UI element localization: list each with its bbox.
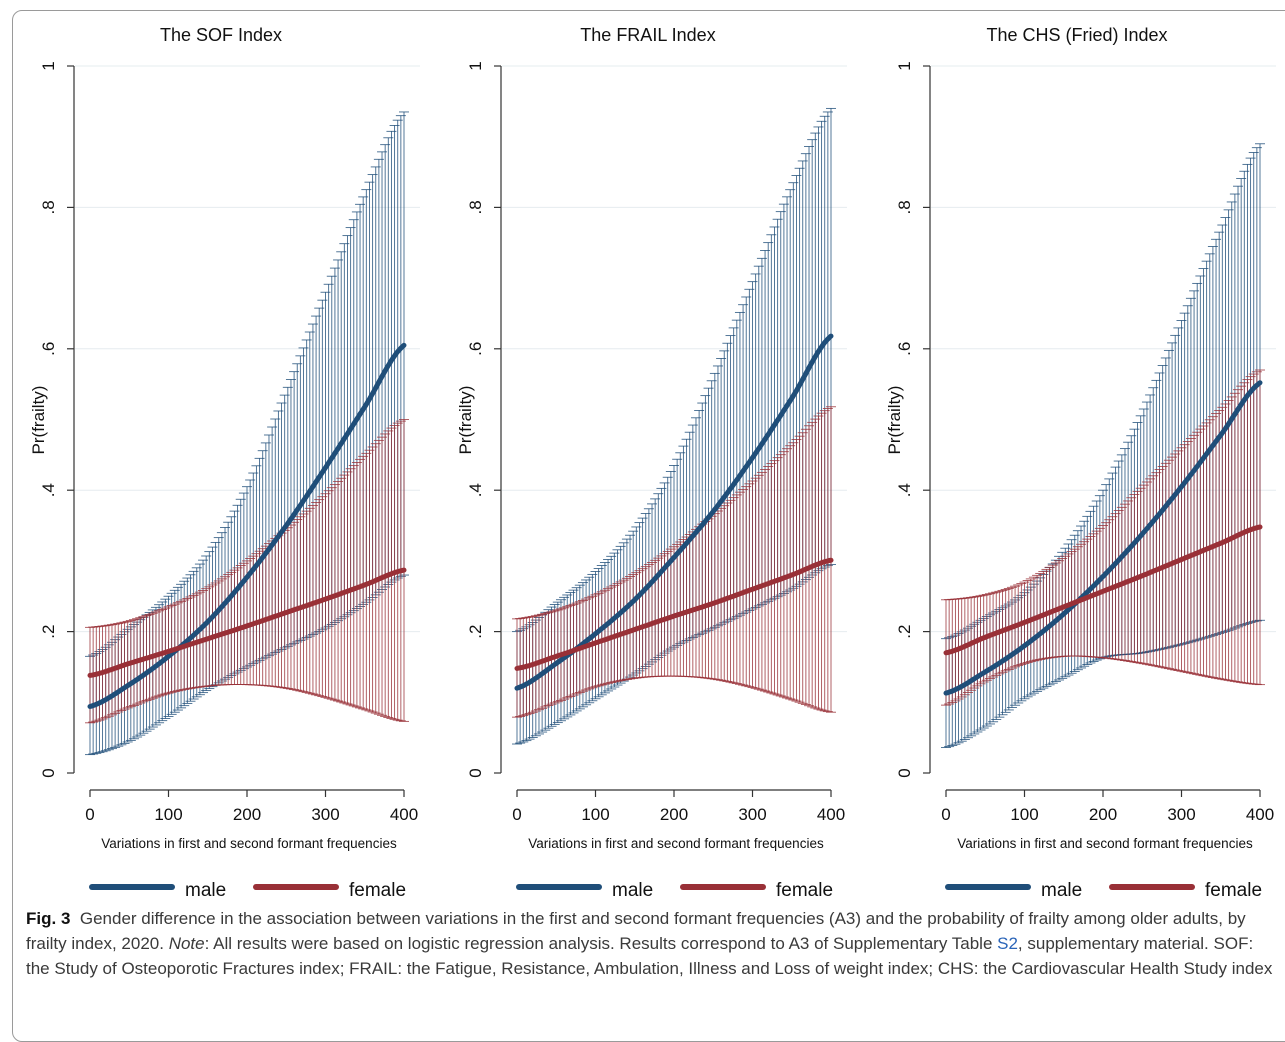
y-tick-label: 0 [466,768,485,777]
y-tick-label: 0 [895,768,914,777]
chart-title: The SOF Index [160,25,282,45]
y-tick-label: .6 [466,342,485,356]
caption-note-label: Note [168,934,205,953]
x-tick-label: 100 [1010,805,1038,824]
y-tick-label: 0 [39,768,58,777]
x-tick-label: 300 [738,805,766,824]
x-tick-label: 200 [233,805,261,824]
y-tick-label: 1 [39,61,58,70]
y-axis-label: Pr(frailty) [29,386,48,455]
legend-label-female: female [776,880,833,901]
y-tick-label: .2 [895,625,914,639]
y-tick-label: .6 [39,342,58,356]
figure-caption: Fig. 3 Gender difference in the associat… [26,906,1276,981]
series-line-female [943,524,1263,656]
x-axis-label: Variations in first and second formant f… [957,836,1253,851]
x-tick-label: 200 [660,805,688,824]
chart-panel-1: The SOF Index 0 .2 .4 .6 .8 1 Pr(frailty) 0 100 20… [29,25,420,901]
series-line-male [943,380,1263,696]
x-tick-label: 0 [512,805,521,824]
series-line-male [87,342,407,709]
ci-band-female [941,369,1265,706]
caption-text-1: Gender difference in the association bet… [26,909,1246,953]
ci-band-female [512,406,836,718]
x-tick-label: 0 [85,805,94,824]
x-tick-label: 300 [311,805,339,824]
series-line-female [514,557,834,671]
legend-label-female: female [1205,880,1262,901]
caption-text-2: : All results were based on logistic reg… [204,934,998,953]
chart-panel-3: The CHS (Fried) Index 0 .2 .4 .6 .8 1 Pr(frailt… [885,25,1276,901]
x-tick-label: 100 [581,805,609,824]
legend-label-male: male [185,880,226,901]
series-line-female [87,567,407,678]
y-tick-label: .4 [895,483,914,497]
y-tick-label: .8 [39,200,58,214]
y-tick-label: .8 [895,200,914,214]
y-axis-label: Pr(frailty) [885,386,904,455]
chart-panel-2: The FRAIL Index 0 .2 .4 .6 .8 1 Pr(frailty) 0 100… [456,25,847,901]
supplementary-table-link[interactable]: S2 [997,934,1018,953]
y-tick-label: .4 [39,483,58,497]
x-axis-label: Variations in first and second formant f… [101,836,397,851]
x-tick-label: 200 [1089,805,1117,824]
y-tick-label: .4 [466,483,485,497]
x-axis-label: Variations in first and second formant f… [528,836,824,851]
x-tick-label: 400 [390,805,418,824]
y-tick-label: .2 [466,625,485,639]
y-tick-label: .8 [466,200,485,214]
chart-title: The FRAIL Index [580,25,715,45]
legend-label-female: female [349,880,406,901]
y-axis-label: Pr(frailty) [456,386,475,455]
y-tick-label: .2 [39,625,58,639]
y-tick-label: 1 [466,61,485,70]
legend-label-male: male [612,880,653,901]
y-tick-label: .6 [895,342,914,356]
y-tick-label: 1 [895,61,914,70]
x-tick-label: 0 [941,805,950,824]
x-tick-label: 100 [154,805,182,824]
x-tick-label: 300 [1167,805,1195,824]
caption-label: Fig. 3 [26,909,71,928]
chart-title: The CHS (Fried) Index [986,25,1167,45]
x-tick-label: 400 [1246,805,1274,824]
x-tick-label: 400 [817,805,845,824]
caption-text-3: , supplementary material. SOF: the Study… [26,934,1273,978]
legend-label-male: male [1041,880,1082,901]
ci-band-female [85,419,409,724]
